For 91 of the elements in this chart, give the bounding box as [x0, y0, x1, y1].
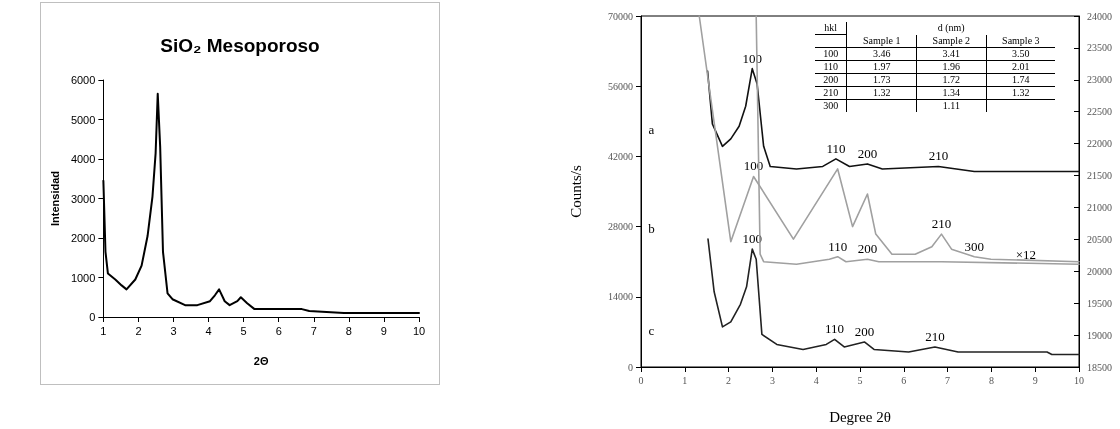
y-tick-label: 3000	[70, 192, 96, 205]
annotation: 3.46	[846, 47, 917, 60]
x-tick-label: 3	[769, 374, 775, 386]
x-tick-label: 5	[240, 324, 247, 337]
y-tick-label: 1000	[70, 271, 96, 284]
annotation: 1.97	[846, 60, 917, 73]
y2-tick-label: 21500	[1087, 170, 1112, 182]
x-tick-label: 4	[205, 324, 212, 337]
x-tick-label: 8	[345, 324, 352, 337]
x-tick-label: 2	[726, 374, 732, 386]
annotation: Sample 1	[846, 34, 917, 47]
annotation: a	[648, 122, 655, 138]
y2-tick-label: 18500	[1087, 361, 1112, 373]
y2-tick-label: 24000	[1087, 10, 1112, 22]
annotation: 1.32	[846, 86, 917, 99]
y-tick-label: 6000	[70, 74, 96, 86]
annotation: 300	[815, 99, 847, 112]
y-tick-label: 0	[89, 311, 96, 323]
x-tick-label: 3	[170, 324, 177, 337]
annotation: 210	[928, 148, 949, 164]
annotation: 110	[826, 140, 846, 156]
annotation: 110	[815, 60, 847, 73]
y2-tick-label: 23500	[1087, 42, 1112, 54]
x-tick-label: 5	[857, 374, 863, 386]
annotation: 200	[854, 323, 875, 339]
x-tick-label: 4	[813, 374, 819, 386]
annotation: 2.01	[986, 60, 1055, 73]
annotation: ×12	[1015, 246, 1037, 262]
x-tick-label: 0	[638, 374, 644, 386]
y-axis-title: Counts/s	[567, 165, 584, 218]
y-tick-label: 4000	[70, 153, 96, 165]
x-tick-label: 8	[988, 374, 994, 386]
x-tick-label: 9	[380, 324, 387, 337]
annotation: c	[648, 322, 655, 338]
annotation: 3.50	[986, 47, 1055, 60]
y-tick-label: 28000	[608, 221, 633, 233]
annotation: 200	[857, 145, 878, 161]
y2-tick-label: 22500	[1087, 106, 1112, 118]
annotation: b	[648, 221, 655, 237]
x-tick-label: 1	[100, 324, 107, 337]
annotation: 300	[964, 238, 985, 254]
annotation: 1.11	[916, 99, 987, 112]
annotation: 110	[828, 238, 848, 254]
x-tick-label: 7	[310, 324, 317, 337]
annotation: 210	[925, 328, 945, 344]
x-tick-label: 6	[901, 374, 907, 386]
y-axis-title: Intensidad	[48, 170, 61, 227]
annotation: 200	[857, 241, 878, 257]
annotation: Sample 2	[916, 34, 987, 47]
y-tick-label: 0	[628, 361, 633, 373]
y2-tick-label: 20000	[1087, 265, 1112, 277]
annotation: 100	[742, 50, 762, 66]
annotation: 1.34	[916, 86, 987, 99]
y2-tick-label: 21000	[1087, 201, 1112, 213]
annotation: 1.72	[916, 73, 987, 86]
annotation: 100	[743, 158, 764, 174]
annotation: 210	[815, 86, 847, 99]
annotation: d (nm)	[936, 22, 966, 35]
chart-title: SiO₂ Mesoporoso	[160, 35, 320, 56]
x-axis-title: Degree 2θ	[829, 408, 891, 425]
annotation: 210	[931, 216, 952, 232]
x-tick-label: 10	[412, 324, 426, 337]
y-tick-label: 2000	[70, 232, 96, 244]
x-tick-label: 1	[682, 374, 688, 386]
y-tick-label: 42000	[608, 150, 633, 162]
x-tick-label: 7	[945, 374, 951, 386]
y-tick-label: 70000	[608, 10, 633, 22]
annotation: 1.32	[986, 86, 1055, 99]
y2-tick-label: 20500	[1087, 233, 1112, 245]
annotation: 1.96	[916, 60, 987, 73]
y2-tick-label: 22000	[1087, 138, 1112, 150]
x-tick-label: 9	[1032, 374, 1038, 386]
annotation: 110	[825, 321, 845, 337]
annotation: hkl	[815, 22, 847, 35]
annotation: 1.74	[986, 73, 1055, 86]
annotation: Sample 3	[986, 34, 1055, 47]
annotation: 3.41	[916, 47, 987, 60]
y-tick-label: 14000	[608, 291, 633, 303]
y-tick-label: 5000	[70, 113, 96, 126]
y2-tick-label: 23000	[1087, 74, 1112, 86]
annotation: 200	[815, 73, 847, 86]
x-tick-label: 2	[135, 324, 142, 337]
y-tick-label: 56000	[608, 80, 633, 92]
annotation: 100	[815, 47, 847, 60]
x-axis-title: 2Θ	[253, 354, 269, 367]
annotation: 100	[742, 231, 762, 247]
annotation: 1.73	[846, 73, 917, 86]
y2-tick-label: 19500	[1087, 297, 1112, 309]
x-tick-label: 10	[1074, 374, 1084, 386]
y2-tick-label: 19000	[1087, 329, 1112, 341]
x-tick-label: 6	[275, 324, 282, 337]
